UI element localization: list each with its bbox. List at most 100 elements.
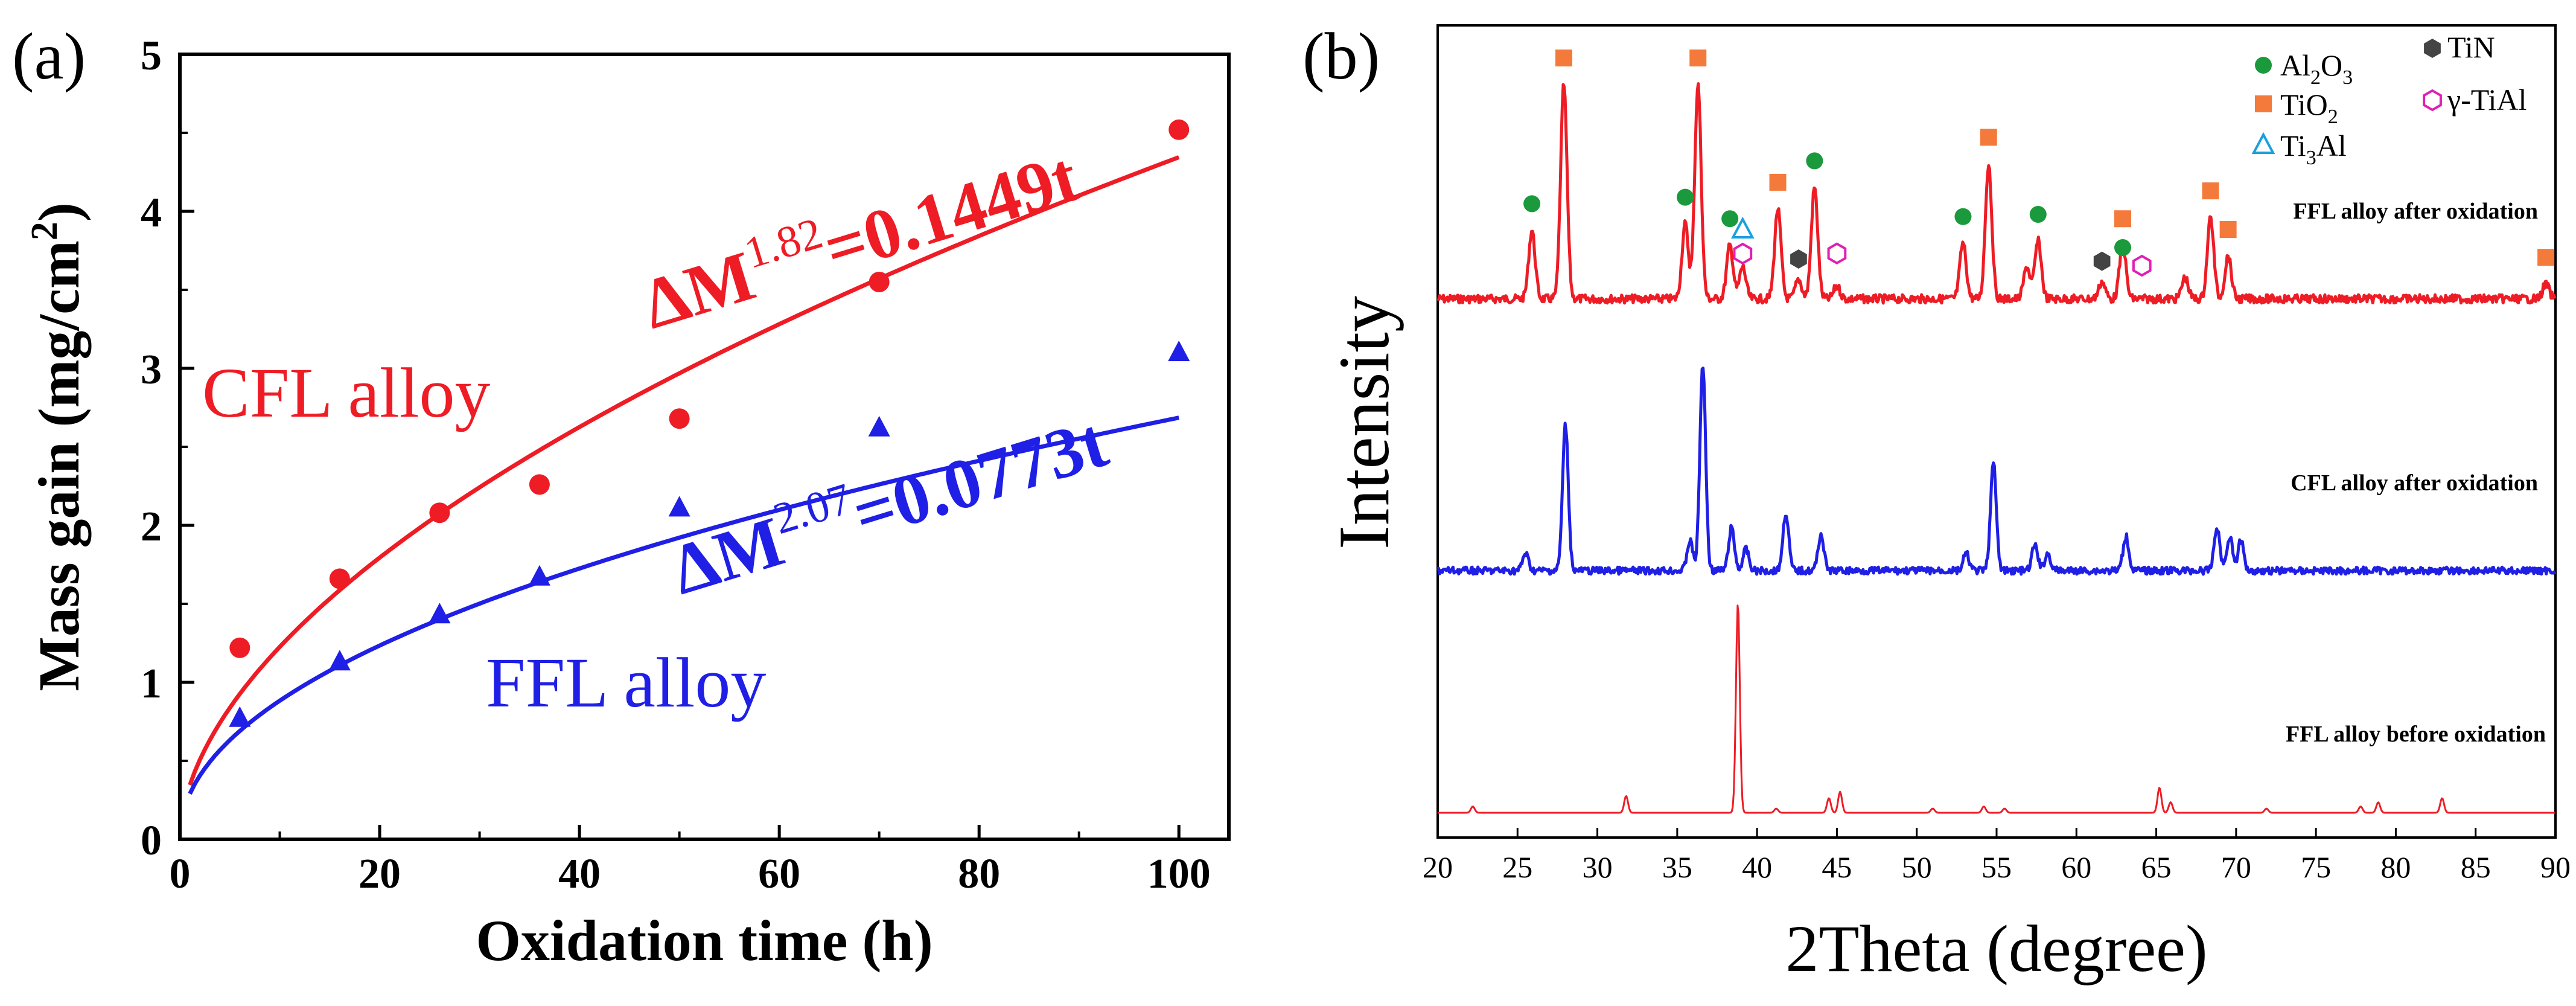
a-x-tick-label: 100 — [1147, 851, 1211, 897]
b-x-tick-label: 30 — [1583, 850, 1613, 884]
legend-al2o3-part1: Al — [2280, 48, 2310, 82]
pattern-label-cfl-after: CFL alloy after oxidation — [2291, 470, 2538, 496]
legend-tio2-part1: TiO — [2280, 88, 2328, 121]
b-x-tick-label: 65 — [2141, 850, 2172, 884]
xrd-pattern-ffl-after — [1436, 82, 2557, 305]
phase-marker-tio2 — [1555, 50, 1573, 66]
pattern-label-ffl-before: FFL alloy before oxidation — [2286, 722, 2546, 747]
legend-item-tio2: TiO2 — [2255, 88, 2338, 128]
legend-symbol-hexagon — [2424, 39, 2441, 58]
panel-a-data-points — [229, 119, 1190, 727]
legend-label-al2o3: Al2O3 — [2280, 48, 2353, 89]
al2o3-legend-icon — [2255, 57, 2272, 74]
panel-a-y-axis-title: Mass gain (mg/cm2) — [24, 202, 91, 691]
legend-al2o3-sub2: 3 — [2342, 66, 2353, 89]
phase-marker-tio2 — [1769, 173, 1787, 191]
xrd-pattern-ffl-before — [1438, 604, 2555, 814]
cfl-fit-equation-main: ΔM — [633, 235, 764, 344]
a-y-tick-label: 1 — [141, 661, 162, 707]
phase-marker-al2o3 — [2114, 239, 2132, 256]
panel-b-x-ticks: 20 25 30 35 40 45 50 55 60 65 70 75 80 85 90 — [1423, 828, 2571, 884]
phase-marker-tio2 — [1689, 49, 1707, 66]
cfl-fit-equation: ΔM1.82=0.1449t — [632, 132, 1087, 344]
ffl-fit-equation-exponent: 2.07 — [768, 474, 857, 544]
ffl-fit-equation: ΔM2.07=0.0773t — [661, 398, 1116, 610]
legend-symbol-triangle — [2251, 132, 2275, 154]
pattern-label-ffl-after: FFL alloy after oxidation — [2293, 199, 2538, 224]
b-x-tick-label: 40 — [1742, 850, 1772, 884]
cfl-data-point — [429, 502, 450, 524]
b-x-tick-label: 20 — [1423, 850, 1453, 884]
phase-marker-tin — [1790, 249, 1807, 269]
legend-ti3al-part2: Al — [2316, 129, 2347, 162]
ffl-series-label: FFL alloy — [486, 643, 766, 722]
panel-a-y-axis-title-main: Mass gain (mg/cm — [27, 240, 91, 691]
phase-marker-al2o3 — [2029, 206, 2047, 223]
a-y-tick-label: 3 — [141, 347, 162, 393]
panel-b-legend: Al2O3 TiN TiO2 γ-TiAl Ti3Al — [2251, 30, 2527, 169]
phase-marker-tio2 — [1980, 129, 1997, 146]
panel-a-y-axis-title-end: ) — [27, 202, 91, 222]
phase-marker-tial — [1733, 242, 1753, 265]
legend-label-tio2: TiO2 — [2280, 88, 2338, 128]
phase-marker-tin — [2093, 251, 2111, 271]
phase-marker-tio2 — [2114, 210, 2132, 228]
phase-marker-al2o3 — [1954, 208, 1972, 225]
phase-marker-al2o3 — [1721, 210, 1739, 228]
cfl-fit-equation-exponent: 1.82 — [739, 208, 828, 278]
panel-b-phase-markers — [1523, 49, 2555, 277]
cfl-data-point — [1168, 119, 1190, 140]
ffl-fit-equation-rest: =0.0773t — [844, 403, 1116, 554]
legend-ti3al-sub1: 3 — [2306, 147, 2316, 169]
legend-al2o3-part2: O — [2321, 48, 2342, 82]
legend-symbol-square — [2255, 95, 2272, 112]
cfl-data-point — [329, 568, 350, 589]
ffl-data-point — [668, 496, 690, 517]
cfl-fit-equation-rest: =0.1449t — [815, 137, 1087, 289]
b-x-tick-label: 80 — [2380, 850, 2411, 884]
legend-tio2-sub1: 2 — [2328, 106, 2338, 128]
legend-item-gamma-tial: γ-TiAl — [2423, 83, 2527, 117]
b-x-tick-label: 90 — [2540, 850, 2571, 884]
phase-marker-al2o3 — [1523, 195, 1541, 213]
panel-b-axes-frame — [1436, 24, 2557, 839]
cfl-data-point — [669, 408, 690, 429]
phase-marker-tio2 — [2219, 220, 2237, 238]
b-x-tick-label: 85 — [2461, 850, 2491, 884]
tin-legend-icon — [2424, 39, 2441, 58]
cfl-data-point — [529, 474, 550, 495]
xrd-pattern-cfl-after — [1436, 367, 2557, 576]
cfl-series-label: CFL alloy — [202, 353, 490, 432]
a-y-tick-label: 5 — [141, 33, 162, 79]
ffl-data-point — [1168, 341, 1190, 361]
panel-a: (a) 0 20 40 60 80 100 0 1 2 3 4 5 Oxidation time (… — [12, 19, 1231, 973]
phase-marker-tio2 — [2537, 249, 2555, 266]
ffl-fit-equation-main: ΔM — [662, 501, 792, 609]
legend-item-ti3al: Ti3Al — [2251, 129, 2347, 169]
panel-b-x-axis-title: 2Theta (degree) — [1785, 912, 2207, 985]
b-x-tick-label: 60 — [2061, 850, 2091, 884]
ffl-fit-curve — [188, 415, 1179, 795]
gamma-tial-legend-icon — [2423, 89, 2442, 112]
legend-item-al2o3: Al2O3 — [2255, 48, 2353, 89]
cfl-data-point — [869, 272, 890, 292]
panel-b-xrd-patterns — [1436, 82, 2557, 814]
b-x-tick-label: 45 — [1822, 850, 1852, 884]
a-x-tick-label: 0 — [170, 851, 191, 897]
panel-b: (b) 20 25 30 35 40 45 50 55 60 65 70 75 80 85 90 2Thet… — [1302, 19, 2571, 985]
ffl-data-point — [528, 565, 550, 586]
panel-a-x-ticks: 0 20 40 60 80 100 — [170, 825, 1211, 897]
b-x-tick-label: 50 — [1902, 850, 1932, 884]
legend-symbol-circle — [2255, 57, 2272, 74]
legend-symbol-hexagon-outline — [2423, 89, 2442, 112]
a-y-tick-label: 2 — [141, 504, 162, 550]
ti3al-legend-icon — [2251, 132, 2275, 154]
phase-marker-tial — [2132, 254, 2152, 277]
cfl-data-point — [229, 637, 250, 658]
legend-item-tin: TiN — [2424, 30, 2495, 64]
legend-label-ti3al: Ti3Al — [2280, 129, 2347, 169]
phase-marker-al2o3 — [1806, 152, 1823, 170]
a-x-tick-label: 60 — [758, 851, 800, 897]
